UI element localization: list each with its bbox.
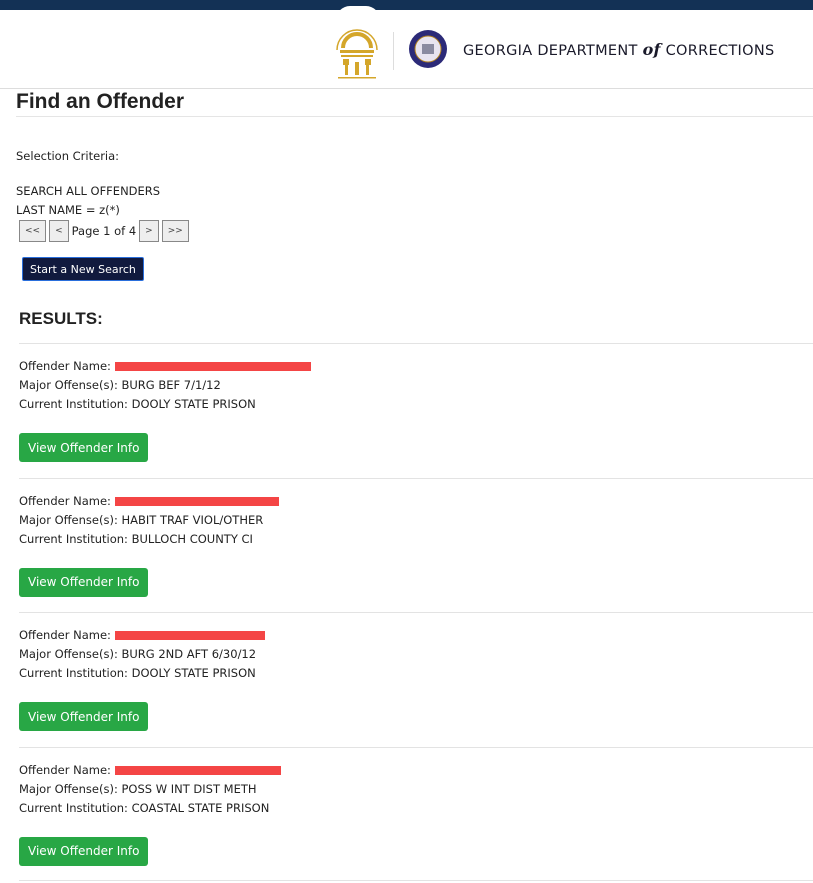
- current-institution-label: Current Institution:: [19, 531, 128, 546]
- new-search-button[interactable]: Start a New Search: [22, 257, 144, 281]
- view-offender-info-button[interactable]: View Offender Info: [19, 836, 149, 866]
- view-offender-info-button[interactable]: View Offender Info: [19, 567, 149, 597]
- last-page-button[interactable]: >>: [161, 220, 189, 242]
- gdc-seal-icon: [409, 30, 447, 68]
- agency-name-part: GEORGIA DEPARTMENT: [463, 43, 643, 59]
- selection-criteria-label: Selection Criteria:: [16, 149, 120, 163]
- major-offense: Major Offense(s): BURG BEF 7/1/12: [19, 378, 221, 392]
- major-offense-value: POSS W INT DIST METH: [121, 781, 257, 796]
- criteria-scope: SEARCH ALL OFFENDERS: [16, 184, 161, 198]
- header-notch: [336, 6, 380, 20]
- major-offense-value: HABIT TRAF VIOL/OTHER: [121, 512, 264, 527]
- offender-record: Offender Name: Major Offense(s): BURG 2N…: [19, 612, 813, 746]
- page-status: Page 1 of 4: [71, 224, 137, 238]
- header-divider: [393, 32, 394, 70]
- first-page-button[interactable]: <<: [19, 220, 47, 242]
- offender-name-label: Offender Name:: [19, 762, 111, 777]
- offender-name-label: Offender Name:: [19, 359, 111, 373]
- major-offense-value: BURG BEF 7/1/12: [121, 378, 221, 392]
- current-institution: Current Institution: DOOLY STATE PRISON: [19, 397, 256, 411]
- current-institution-value: DOOLY STATE PRISON: [131, 666, 256, 680]
- prev-page-button[interactable]: <: [49, 220, 69, 242]
- agency-name[interactable]: GEORGIA DEPARTMENT of CORRECTIONS: [463, 40, 775, 59]
- offender-name: Offender Name:: [19, 628, 265, 642]
- current-institution: Current Institution: DOOLY STATE PRISON: [19, 666, 256, 680]
- criteria-last-name: LAST NAME = z(*): [16, 203, 120, 217]
- major-offense: Major Offense(s): BURG 2ND AFT 6/30/12: [19, 647, 256, 661]
- offender-record: Offender Name: Major Offense(s): POSS W …: [19, 746, 813, 881]
- current-institution-value: DOOLY STATE PRISON: [131, 397, 256, 411]
- offender-name: Offender Name:: [19, 494, 279, 508]
- next-page-button[interactable]: >: [139, 220, 159, 242]
- current-institution-value: BULLOCH COUNTY CI: [131, 531, 253, 546]
- major-offense-label: Major Offense(s):: [19, 647, 118, 661]
- offender-name: Offender Name:: [19, 763, 281, 777]
- current-institution: Current Institution: COASTAL STATE PRISO…: [19, 801, 269, 815]
- view-offender-info-button[interactable]: View Offender Info: [19, 433, 149, 462]
- view-offender-info-button[interactable]: View Offender Info: [19, 702, 149, 731]
- offender-name-label: Offender Name:: [19, 628, 111, 642]
- offender-record: Offender Name: Major Offense(s): BURG BE…: [19, 343, 813, 477]
- name-redaction: [114, 631, 265, 640]
- major-offense-label: Major Offense(s):: [19, 378, 118, 392]
- major-offense-label: Major Offense(s):: [19, 512, 118, 527]
- results-heading: RESULTS:: [19, 309, 103, 328]
- major-offense-label: Major Offense(s):: [19, 781, 118, 796]
- top-bar: [0, 0, 813, 10]
- name-redaction: [114, 362, 311, 371]
- current-institution-label: Current Institution:: [19, 666, 128, 680]
- agency-name-part: CORRECTIONS: [660, 43, 775, 59]
- georgia-arch-logo-icon[interactable]: [333, 24, 381, 82]
- page-title: Find an Offender: [16, 90, 184, 113]
- offender-name-label: Offender Name:: [19, 493, 111, 508]
- agency-name-of: of: [642, 40, 661, 59]
- site-header: GEORGIA DEPARTMENT of CORRECTIONS: [0, 6, 813, 89]
- major-offense-value: BURG 2ND AFT 6/30/12: [121, 647, 257, 661]
- current-institution-label: Current Institution:: [19, 800, 128, 815]
- current-institution: Current Institution: BULLOCH COUNTY CI: [19, 532, 253, 546]
- major-offense: Major Offense(s): POSS W INT DIST METH: [19, 782, 257, 796]
- major-offense: Major Offense(s): HABIT TRAF VIOL/OTHER: [19, 513, 263, 527]
- offender-record: Offender Name: Major Offense(s): HABIT T…: [19, 477, 813, 612]
- offender-name: Offender Name:: [19, 359, 311, 373]
- name-redaction: [114, 765, 281, 775]
- pager: << < Page 1 of 4 > >>: [19, 220, 189, 242]
- title-divider: [16, 116, 813, 117]
- current-institution-value: COASTAL STATE PRISON: [131, 800, 270, 815]
- current-institution-label: Current Institution:: [19, 397, 128, 411]
- name-redaction: [114, 496, 279, 506]
